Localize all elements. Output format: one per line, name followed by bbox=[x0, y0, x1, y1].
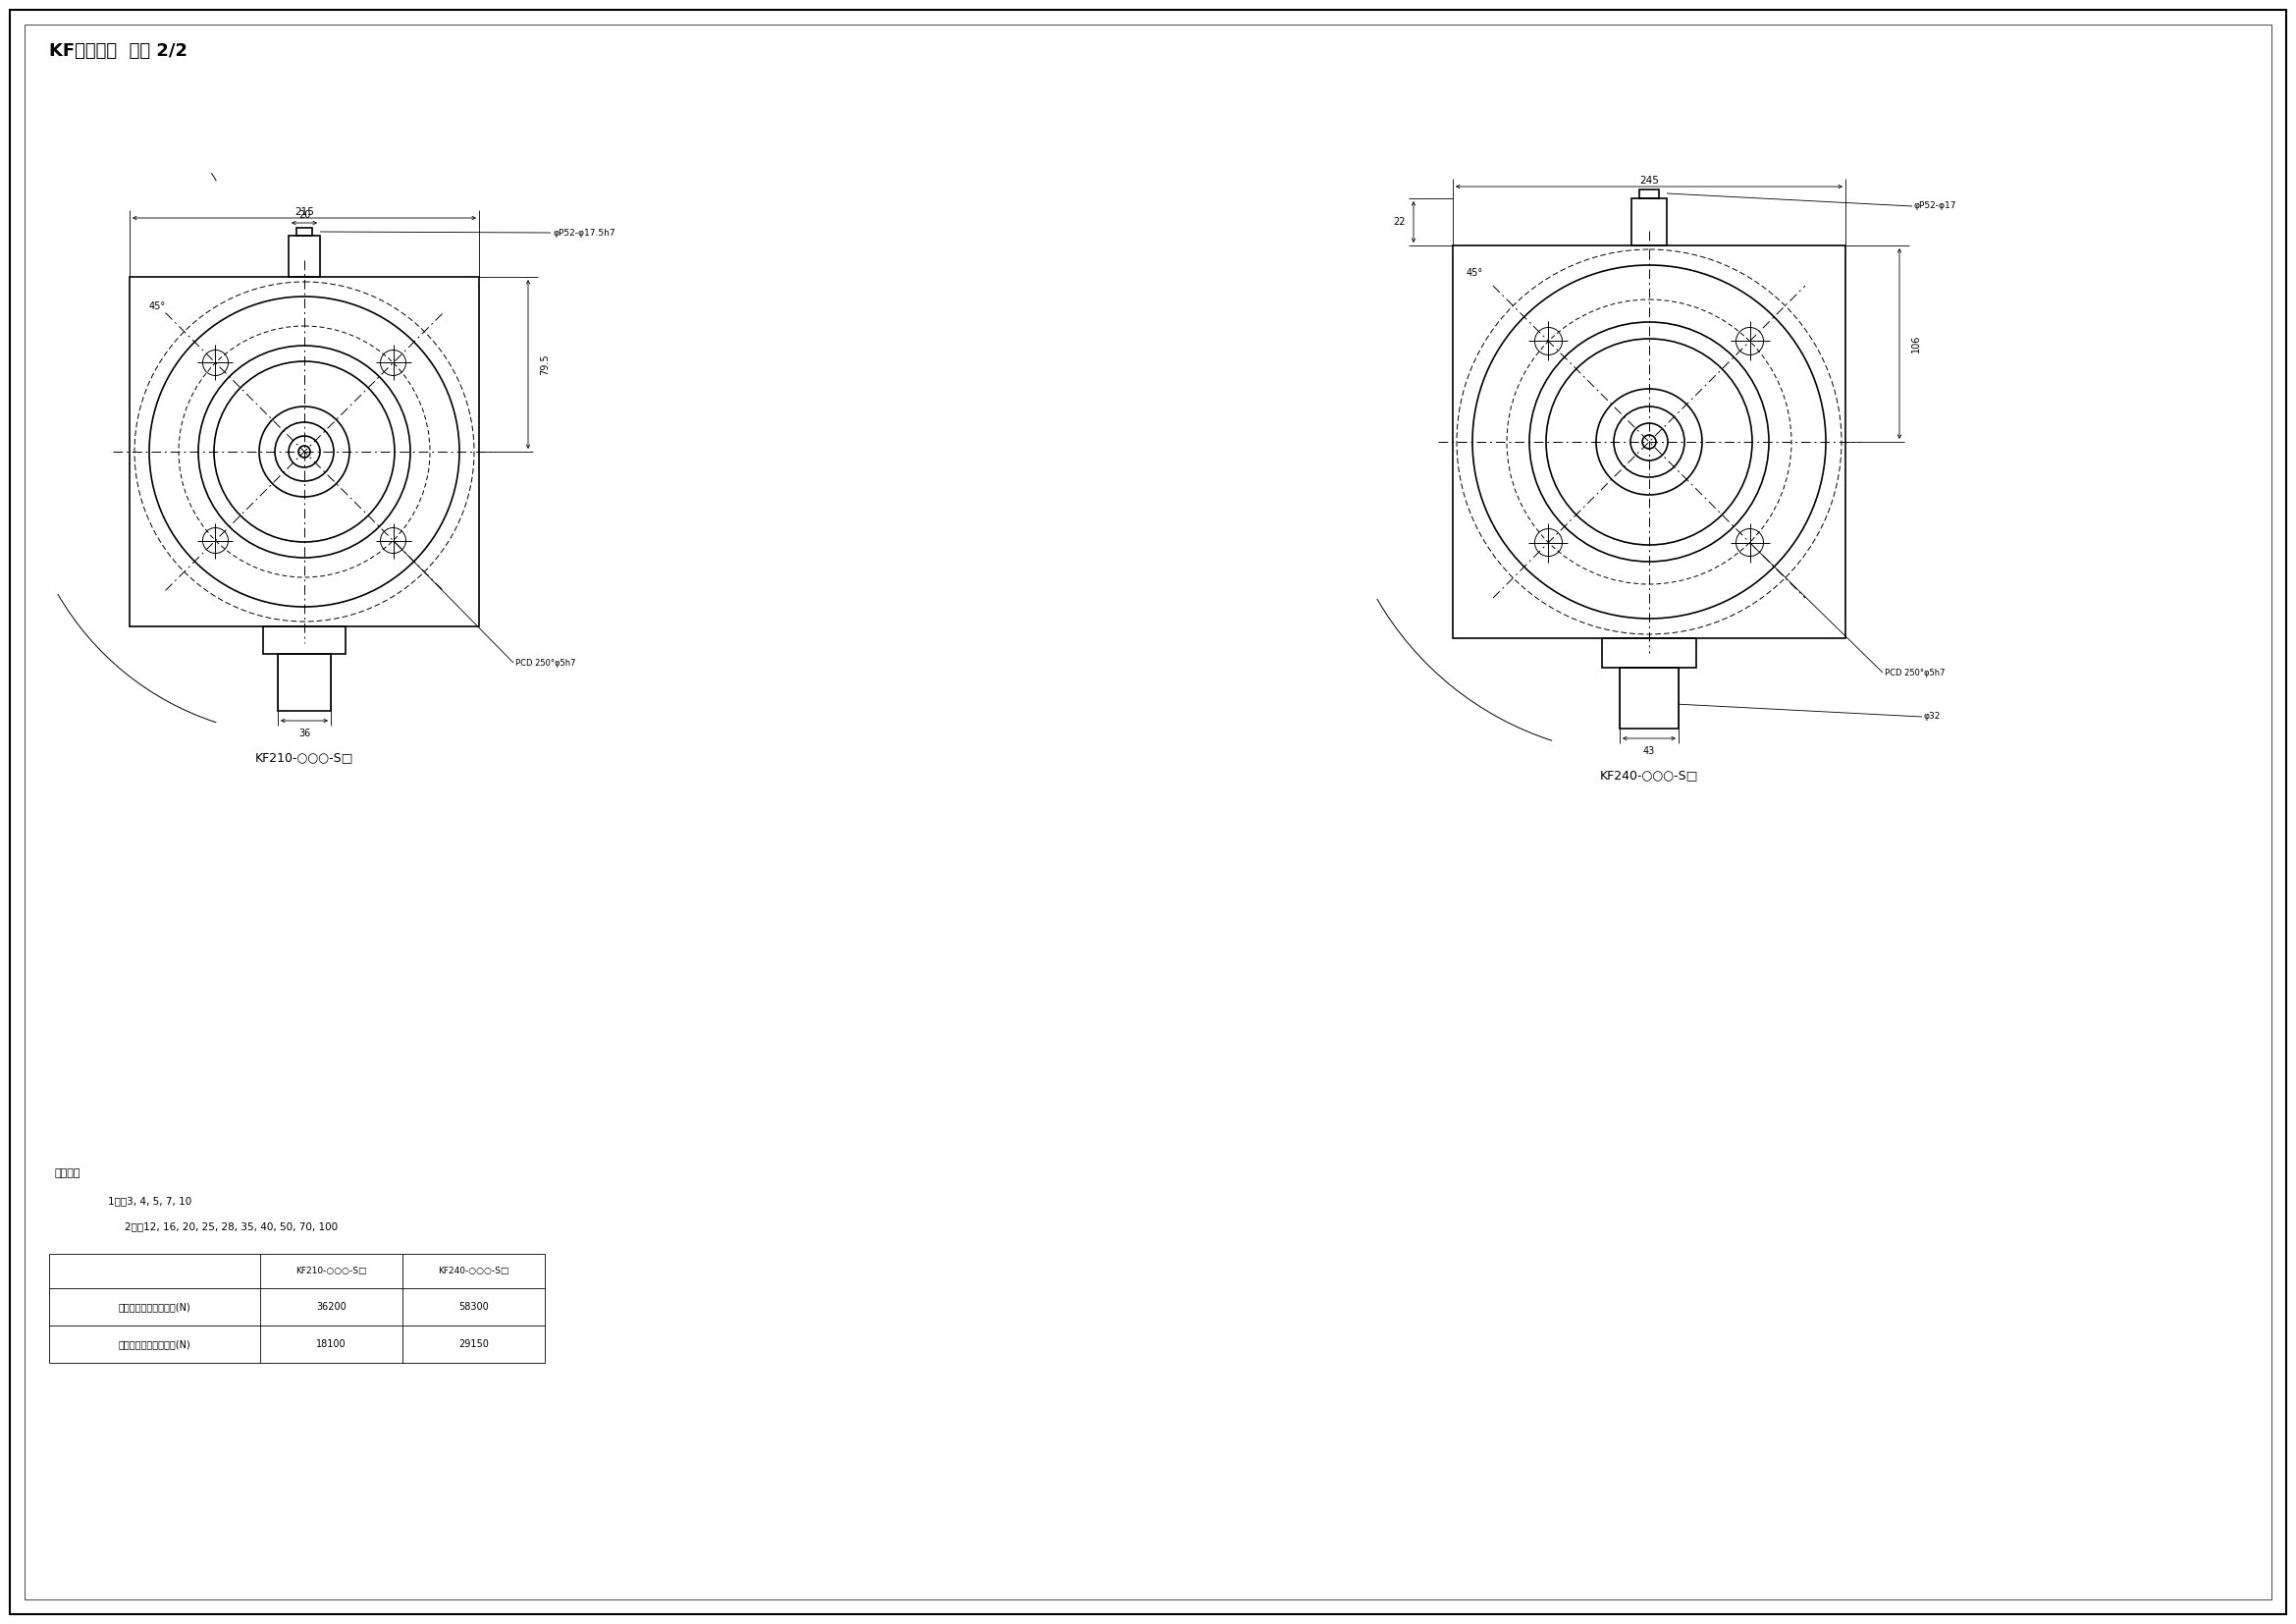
Text: 36200: 36200 bbox=[317, 1302, 347, 1312]
Bar bbox=[264, 627, 344, 654]
Text: 43: 43 bbox=[1644, 745, 1655, 757]
Text: φ32: φ32 bbox=[1924, 713, 1940, 721]
Text: 最大許容ラジアル荷重(N): 最大許容ラジアル荷重(N) bbox=[119, 1302, 191, 1312]
Bar bbox=[296, 227, 312, 235]
Text: KF210-○○○-S□: KF210-○○○-S□ bbox=[296, 1267, 367, 1275]
Text: φP52-φ17.5h7: φP52-φ17.5h7 bbox=[553, 229, 615, 237]
Text: 58300: 58300 bbox=[459, 1302, 489, 1312]
Text: KFシリーズ  枠図 2/2: KFシリーズ 枠図 2/2 bbox=[48, 42, 188, 60]
Bar bbox=[1639, 190, 1660, 198]
Text: 215: 215 bbox=[294, 208, 315, 218]
Text: 245: 245 bbox=[1639, 175, 1660, 185]
Bar bbox=[289, 235, 319, 276]
Text: 2段：12, 16, 20, 25, 28, 35, 40, 50, 70, 100: 2段：12, 16, 20, 25, 28, 35, 40, 50, 70, 1… bbox=[124, 1221, 338, 1231]
Text: 79.5: 79.5 bbox=[540, 354, 549, 375]
Bar bbox=[1632, 198, 1667, 245]
Text: 45°: 45° bbox=[149, 302, 165, 312]
Text: 1段：3, 4, 5, 7, 10: 1段：3, 4, 5, 7, 10 bbox=[108, 1195, 191, 1205]
Text: 最大許容スラスト荷重(N): 最大許容スラスト荷重(N) bbox=[119, 1340, 191, 1350]
Text: 45°: 45° bbox=[1465, 268, 1483, 278]
Bar bbox=[1619, 667, 1678, 729]
Text: PCD 250°φ5h7: PCD 250°φ5h7 bbox=[1885, 667, 1945, 677]
Text: 36: 36 bbox=[298, 729, 310, 739]
Text: KF240-○○○-S□: KF240-○○○-S□ bbox=[1600, 770, 1699, 783]
Bar bbox=[129, 276, 480, 627]
Text: φP52-φ17: φP52-φ17 bbox=[1915, 201, 1956, 211]
Bar bbox=[1603, 638, 1697, 667]
Text: 減速比：: 減速比： bbox=[55, 1168, 80, 1179]
Text: KF240-○○○-S□: KF240-○○○-S□ bbox=[439, 1267, 510, 1275]
Text: 18100: 18100 bbox=[317, 1340, 347, 1350]
Bar bbox=[1453, 245, 1846, 638]
Text: 20: 20 bbox=[298, 209, 310, 219]
Text: 29150: 29150 bbox=[459, 1340, 489, 1350]
Text: 106: 106 bbox=[1910, 335, 1922, 352]
Bar bbox=[278, 654, 331, 711]
Text: 22: 22 bbox=[1394, 218, 1405, 227]
Text: PCD 250°φ5h7: PCD 250°φ5h7 bbox=[514, 658, 576, 667]
Text: KF210-○○○-S□: KF210-○○○-S□ bbox=[255, 752, 354, 765]
